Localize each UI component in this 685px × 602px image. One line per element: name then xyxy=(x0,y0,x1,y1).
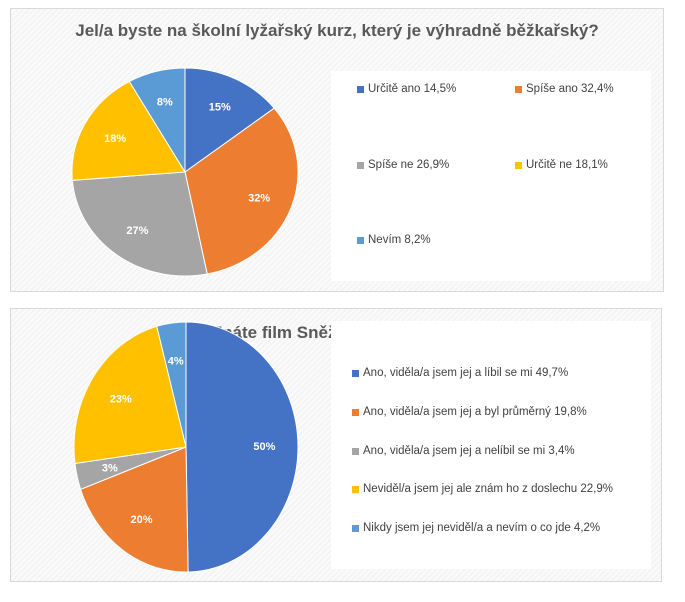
legend-item: Ano, viděla/a jsem jej a nelíbil se mi 3… xyxy=(352,445,575,457)
pie-slice xyxy=(128,67,186,174)
data-label: 3% xyxy=(102,463,118,475)
data-label: 20% xyxy=(131,514,153,526)
chart-title: Jel/a byste na školní lyžařský kurz, kte… xyxy=(75,21,599,40)
legend-label: Určitě ano 14,5% xyxy=(368,83,457,95)
legend-swatch xyxy=(352,524,359,532)
legend-label: Neviděl/a jsem jej ale znám ho z doslech… xyxy=(363,483,613,495)
legend-item: Určitě ano 14,5% xyxy=(357,83,456,95)
legend-label: Určitě ne 18,1% xyxy=(526,159,608,171)
legend-swatch xyxy=(352,408,359,416)
legend-swatch xyxy=(357,85,364,93)
data-label: 4% xyxy=(168,355,184,367)
legend xyxy=(331,71,651,281)
data-label: 8% xyxy=(157,97,173,109)
legend-swatch xyxy=(352,447,359,455)
pie-slice xyxy=(71,171,208,277)
legend-label: Ano, viděla/a jsem jej a byl průměrný 19… xyxy=(363,406,587,418)
legend-item: Spíše ano 32,4% xyxy=(515,83,614,95)
pie-slice xyxy=(73,325,187,465)
data-label: 50% xyxy=(253,441,275,453)
legend-swatch xyxy=(357,236,364,244)
pie-slice xyxy=(156,321,187,448)
legend xyxy=(331,321,651,569)
pie-slice xyxy=(185,321,299,573)
data-label: 27% xyxy=(126,225,148,237)
legend-label: Ano, viděla/a jsem jej a líbil se mi 49,… xyxy=(363,367,569,379)
pie-slice xyxy=(71,80,186,181)
legend-item: Nevím 8,2% xyxy=(357,234,431,246)
legend-item: Ano, viděla/a jsem jej a byl průměrný 19… xyxy=(352,406,587,418)
legend-label: Spíše ano 32,4% xyxy=(526,83,614,95)
legend-item: Určitě ne 18,1% xyxy=(515,159,608,171)
data-label: 32% xyxy=(248,192,270,204)
pie-slice xyxy=(184,107,299,275)
legend-label: Nevím 8,2% xyxy=(368,234,431,246)
legend-item: Neviděl/a jsem jej ale znám ho z doslech… xyxy=(352,483,613,495)
legend-item: Spíše ne 26,9% xyxy=(357,159,449,171)
legend-label: Spíše ne 26,9% xyxy=(368,159,450,171)
data-label: 18% xyxy=(104,133,126,145)
legend-swatch xyxy=(352,369,359,377)
legend-label: Nikdy jsem jej neviděl/a a nevím o co jd… xyxy=(363,522,601,534)
legend-swatch xyxy=(515,161,522,169)
legend-swatch xyxy=(352,485,359,493)
legend-swatch xyxy=(515,85,522,93)
legend-swatch xyxy=(357,161,364,169)
legend-label: Ano, viděla/a jsem jej a nelíbil se mi 3… xyxy=(363,445,575,457)
pie-slice xyxy=(184,67,275,173)
data-label: 23% xyxy=(110,394,132,406)
legend-item: Ano, viděla/a jsem jej a líbil se mi 49,… xyxy=(352,367,568,379)
pie-slice xyxy=(80,446,189,573)
data-label: 15% xyxy=(209,102,231,114)
legend-item: Nikdy jsem jej neviděl/a a nevím o co jd… xyxy=(352,522,600,534)
